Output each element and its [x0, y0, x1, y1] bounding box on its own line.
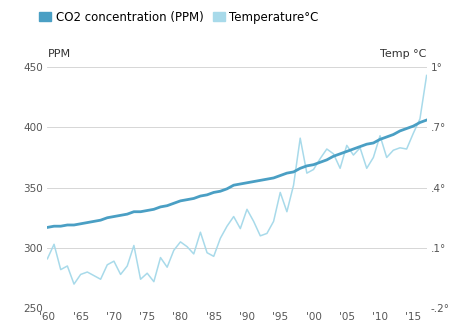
- Text: Temp °C: Temp °C: [380, 49, 427, 59]
- Legend: CO2 concentration (PPM), Temperature°C: CO2 concentration (PPM), Temperature°C: [34, 6, 323, 28]
- Text: PPM: PPM: [47, 49, 71, 59]
